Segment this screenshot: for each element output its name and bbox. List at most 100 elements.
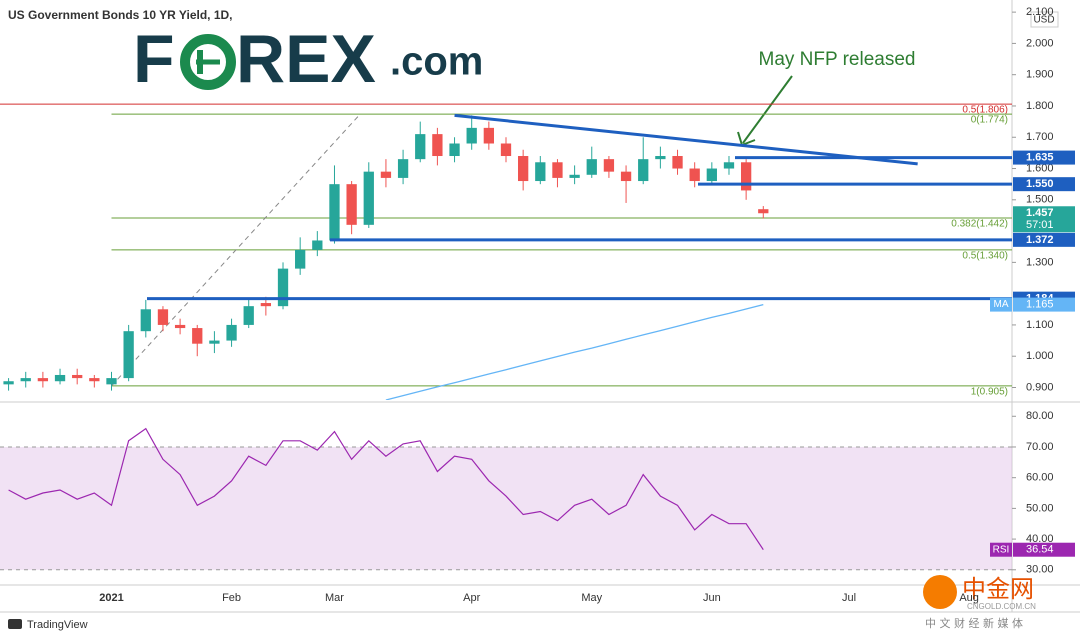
candle-body: [295, 249, 306, 269]
candle-body: [689, 168, 700, 182]
y-tick-label: 60.00: [1026, 472, 1054, 484]
annotation-arrow: [742, 75, 793, 144]
candle-body: [500, 143, 512, 157]
candle-body: [329, 184, 340, 241]
y-tick-label: 40.00: [1026, 533, 1054, 545]
candle-body: [415, 134, 426, 160]
level-label: 1.372: [1026, 234, 1054, 246]
candle-body: [123, 331, 134, 379]
level-label: 1.550: [1026, 178, 1054, 190]
candle-body: [552, 162, 563, 178]
level-box: [1013, 232, 1075, 247]
candle-body: [483, 127, 494, 144]
rsi-value: 36.54: [1026, 544, 1054, 556]
candle-body: [672, 156, 683, 169]
candle-body: [106, 378, 117, 385]
candle-body: [740, 162, 752, 191]
candle-body: [174, 324, 186, 329]
candle-body: [432, 134, 443, 157]
annotation: May NFP released: [759, 49, 916, 70]
x-tick-label: Aug: [959, 592, 979, 604]
candle-body: [397, 159, 409, 178]
footer: TradingView: [27, 619, 88, 631]
candle-body: [706, 168, 717, 182]
logo-coin: [180, 34, 236, 90]
rsi-name-box: [990, 542, 1012, 557]
last-price-label: 1.457: [1026, 207, 1054, 219]
chart-title: US Government Bonds 10 YR Yield, 1D,: [8, 8, 233, 22]
price-pane: 0.5(1.806)0(1.774) 0.382(1.442) 0.5(1.340)…: [0, 103, 1012, 400]
x-tick-label: Apr: [463, 592, 480, 604]
watermark-icon: [923, 575, 957, 609]
x-tick-label: 2021: [99, 592, 123, 604]
candle-body: [192, 328, 203, 344]
level-box: [1013, 150, 1075, 165]
ma-name-box: [990, 297, 1012, 312]
ma-line: [385, 303, 764, 400]
watermark-tagline: 中 文 财 经 新 媒 体: [925, 616, 1023, 630]
candle-body: [603, 159, 615, 172]
candle-body: [346, 184, 357, 225]
watermark: 中金网: [962, 575, 1034, 603]
candle-body: [535, 162, 546, 182]
candle-body: [449, 143, 460, 157]
countdown: 57:01: [1026, 219, 1054, 231]
x-tick-label: Jun: [703, 592, 721, 604]
fib-diagonal: [111, 113, 361, 387]
candle-body: [89, 378, 100, 382]
y-tick-label: 1.300: [1026, 256, 1054, 268]
y-tick-label: 1.900: [1026, 69, 1054, 81]
rsi-band: [0, 446, 1012, 570]
y-tick-label: 0.900: [1026, 381, 1054, 393]
x-tick-label: May: [581, 592, 602, 604]
y-tick-label: 1.500: [1026, 194, 1054, 206]
fib-label: 0.5(1.340): [962, 250, 1008, 261]
y-tick-label: 1.100: [1026, 319, 1054, 331]
y-tick-label: 70.00: [1026, 441, 1054, 453]
rsi-name: RSI: [993, 544, 1010, 555]
x-tick-label: Jul: [842, 592, 856, 604]
candle-body: [72, 374, 83, 379]
candle-body: [243, 306, 254, 325]
last-price-box: [1013, 206, 1075, 233]
candle-body: [655, 156, 666, 160]
axis-layer: 0.900 1.000 1.100 1.300 1.500 1.600 1.700 1.800…: [99, 6, 1075, 604]
y-tick-label: 1.700: [1026, 131, 1054, 143]
candle-body: [3, 381, 14, 385]
level-label: 1.635: [1026, 151, 1054, 163]
logo-text: REX: [236, 21, 376, 97]
candle-body: [140, 309, 151, 332]
candle-body: [723, 162, 735, 169]
candle-body: [569, 174, 580, 178]
rsi-pane: [0, 427, 1012, 571]
trendline: [454, 113, 918, 166]
fib-label: 0(1.774): [971, 115, 1008, 126]
candle-body: [209, 340, 220, 344]
x-tick-label: Feb: [222, 592, 241, 604]
candle-body: [638, 159, 649, 182]
candle-body: [466, 127, 477, 144]
candle-body: [518, 156, 529, 182]
currency: USD: [1033, 15, 1054, 26]
candle-body: [380, 171, 392, 178]
ma-value-box: [1013, 297, 1075, 312]
candle-body: [312, 240, 323, 250]
y-tick-label: 50.00: [1026, 502, 1054, 514]
fib-label: 1(0.905): [971, 387, 1008, 398]
candle-body: [363, 171, 374, 225]
ma-value: 1.165: [1026, 299, 1054, 311]
y-tick-label: 1.000: [1026, 350, 1054, 362]
y-tick-label: 2.100: [1026, 6, 1054, 18]
fib-label: 0.5(1.806): [962, 105, 1008, 116]
candle-body: [620, 171, 632, 182]
y-tick-label: 30.00: [1026, 564, 1054, 576]
logo-text: F: [133, 21, 175, 97]
candle-body: [277, 268, 289, 307]
x-tick-label: Mar: [325, 592, 344, 604]
fib-label: 0.382(1.442): [951, 219, 1008, 230]
watermark-site: CNGOLD.COM.CN: [967, 602, 1036, 611]
currency-box: [1030, 11, 1059, 28]
ma-name: MA: [994, 299, 1009, 310]
